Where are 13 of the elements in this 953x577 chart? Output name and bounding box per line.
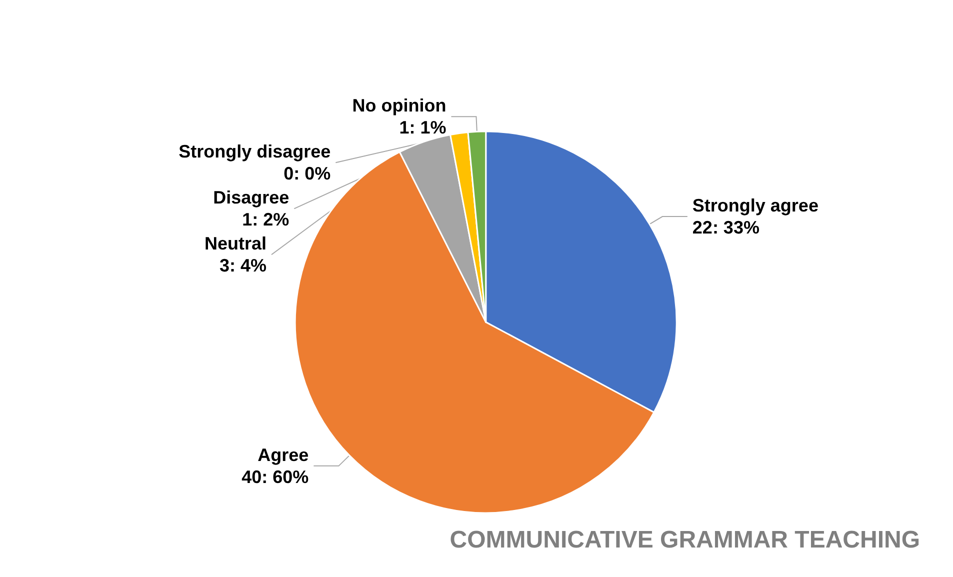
data-label: 3: 4%	[219, 256, 266, 276]
data-label: 1: 1%	[399, 118, 446, 138]
slice-label: Neutral	[204, 234, 266, 254]
data-label: 1: 2%	[242, 210, 290, 230]
data-label: 40: 60%	[242, 466, 309, 487]
category-label: Strongly disagree	[178, 142, 331, 162]
text: 0: 0%	[284, 164, 331, 184]
data-label: 22: 33%	[692, 218, 760, 238]
slice-label: Disagree	[213, 188, 290, 208]
slice-label: Agree	[258, 444, 309, 465]
slice-label: No opinion	[352, 96, 446, 116]
slice-label: Strongly agree	[692, 196, 818, 216]
text: COMMUNICATIVE GRAMMAR TEACHING	[450, 526, 920, 554]
